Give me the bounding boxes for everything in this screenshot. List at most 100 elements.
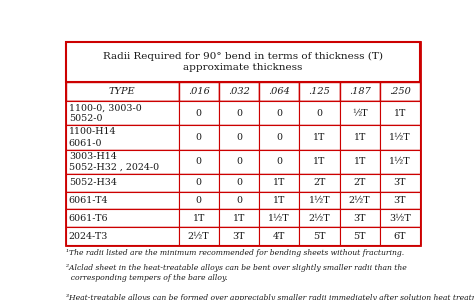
Text: 2½T: 2½T bbox=[309, 214, 330, 223]
Text: 0: 0 bbox=[316, 109, 322, 118]
Text: 2024-T3: 2024-T3 bbox=[69, 232, 108, 241]
Text: .016: .016 bbox=[188, 87, 210, 96]
Text: 3T: 3T bbox=[393, 178, 406, 187]
Text: 2½T: 2½T bbox=[349, 196, 371, 205]
Bar bbox=[179, 150, 219, 174]
Text: 6061-T6: 6061-T6 bbox=[69, 214, 109, 223]
Bar bbox=[380, 125, 420, 150]
Bar bbox=[66, 82, 179, 101]
Bar bbox=[380, 227, 420, 245]
Bar bbox=[66, 150, 179, 174]
Bar bbox=[259, 101, 299, 125]
Text: 1½T: 1½T bbox=[268, 214, 290, 223]
Text: 0: 0 bbox=[196, 157, 201, 166]
Text: 3T: 3T bbox=[393, 196, 406, 205]
Bar bbox=[66, 227, 420, 245]
Text: 5052-H34: 5052-H34 bbox=[69, 178, 117, 187]
Bar bbox=[339, 82, 380, 101]
Bar bbox=[219, 101, 259, 125]
Bar bbox=[219, 150, 259, 174]
Text: ¹The radii listed are the minimum recommended for bending sheets without fractur: ¹The radii listed are the minimum recomm… bbox=[66, 249, 404, 257]
Bar bbox=[339, 227, 380, 245]
Bar bbox=[219, 192, 259, 209]
Bar bbox=[380, 209, 420, 227]
Text: .064: .064 bbox=[268, 87, 290, 96]
Bar bbox=[339, 101, 380, 125]
Bar bbox=[339, 150, 380, 174]
Bar bbox=[66, 101, 420, 125]
Text: ³Heat-treatable alloys can be formed over appreciably smaller radii immediately : ³Heat-treatable alloys can be formed ove… bbox=[66, 294, 474, 300]
Bar bbox=[66, 125, 179, 150]
Bar bbox=[179, 101, 219, 125]
Text: .125: .125 bbox=[309, 87, 330, 96]
Bar bbox=[219, 82, 259, 101]
Text: ½T: ½T bbox=[352, 109, 367, 118]
Text: 0: 0 bbox=[236, 157, 242, 166]
Bar bbox=[66, 101, 179, 125]
Bar bbox=[380, 192, 420, 209]
Text: 1T: 1T bbox=[313, 133, 326, 142]
Bar bbox=[66, 150, 420, 174]
Bar bbox=[179, 209, 219, 227]
Text: TYPE: TYPE bbox=[109, 87, 136, 96]
Bar bbox=[259, 192, 299, 209]
Text: ²Alclad sheet in the heat-treatable alloys can be bent over slightly smaller rad: ²Alclad sheet in the heat-treatable allo… bbox=[66, 264, 407, 282]
Bar bbox=[299, 150, 339, 174]
Text: 1½T: 1½T bbox=[389, 133, 410, 142]
Bar bbox=[259, 150, 299, 174]
Bar bbox=[259, 174, 299, 192]
Bar bbox=[299, 192, 339, 209]
Bar bbox=[66, 192, 420, 209]
Bar bbox=[299, 101, 339, 125]
Bar bbox=[66, 209, 420, 227]
Text: 1100-0, 3003-0
5052-0: 1100-0, 3003-0 5052-0 bbox=[69, 103, 142, 123]
Text: 1T: 1T bbox=[233, 214, 245, 223]
Text: 1½T: 1½T bbox=[309, 196, 330, 205]
Bar bbox=[380, 150, 420, 174]
Bar bbox=[179, 125, 219, 150]
Text: 1T: 1T bbox=[192, 214, 205, 223]
Bar bbox=[219, 125, 259, 150]
Text: 6T: 6T bbox=[393, 232, 406, 241]
Bar bbox=[339, 174, 380, 192]
Bar bbox=[66, 82, 420, 101]
Text: .032: .032 bbox=[228, 87, 250, 96]
Bar bbox=[380, 101, 420, 125]
Bar bbox=[66, 174, 420, 192]
Bar bbox=[259, 82, 299, 101]
Text: 0: 0 bbox=[276, 133, 282, 142]
Text: 2T: 2T bbox=[354, 178, 366, 187]
Text: 3T: 3T bbox=[354, 214, 366, 223]
Text: 4T: 4T bbox=[273, 232, 285, 241]
Text: 3½T: 3½T bbox=[389, 214, 411, 223]
Bar bbox=[179, 82, 219, 101]
Bar bbox=[66, 42, 420, 245]
Text: 0: 0 bbox=[196, 196, 201, 205]
Bar bbox=[66, 42, 420, 82]
Text: .187: .187 bbox=[349, 87, 371, 96]
Text: 0: 0 bbox=[236, 133, 242, 142]
Bar bbox=[339, 125, 380, 150]
Bar bbox=[380, 82, 420, 101]
Bar bbox=[66, 227, 179, 245]
Text: 1100-H14
6061-0: 1100-H14 6061-0 bbox=[69, 128, 116, 148]
Text: 2½T: 2½T bbox=[188, 232, 210, 241]
Bar bbox=[66, 174, 179, 192]
Text: 3003-H14
5052-H32 , 2024-0: 3003-H14 5052-H32 , 2024-0 bbox=[69, 152, 159, 172]
Text: 6061-T4: 6061-T4 bbox=[69, 196, 108, 205]
Bar bbox=[219, 174, 259, 192]
Text: 0: 0 bbox=[196, 178, 201, 187]
Bar bbox=[179, 227, 219, 245]
Text: 1T: 1T bbox=[354, 157, 366, 166]
Text: 0: 0 bbox=[236, 196, 242, 205]
Bar bbox=[299, 125, 339, 150]
Text: 5T: 5T bbox=[354, 232, 366, 241]
Text: 1T: 1T bbox=[273, 196, 285, 205]
Text: 1½T: 1½T bbox=[389, 157, 410, 166]
Bar bbox=[219, 209, 259, 227]
Text: 0: 0 bbox=[236, 109, 242, 118]
Text: 1T: 1T bbox=[354, 133, 366, 142]
Text: 1T: 1T bbox=[273, 178, 285, 187]
Text: 0: 0 bbox=[276, 157, 282, 166]
Text: Radii Required for 90° bend in terms of thickness (T)
approximate thickness: Radii Required for 90° bend in terms of … bbox=[103, 52, 383, 72]
